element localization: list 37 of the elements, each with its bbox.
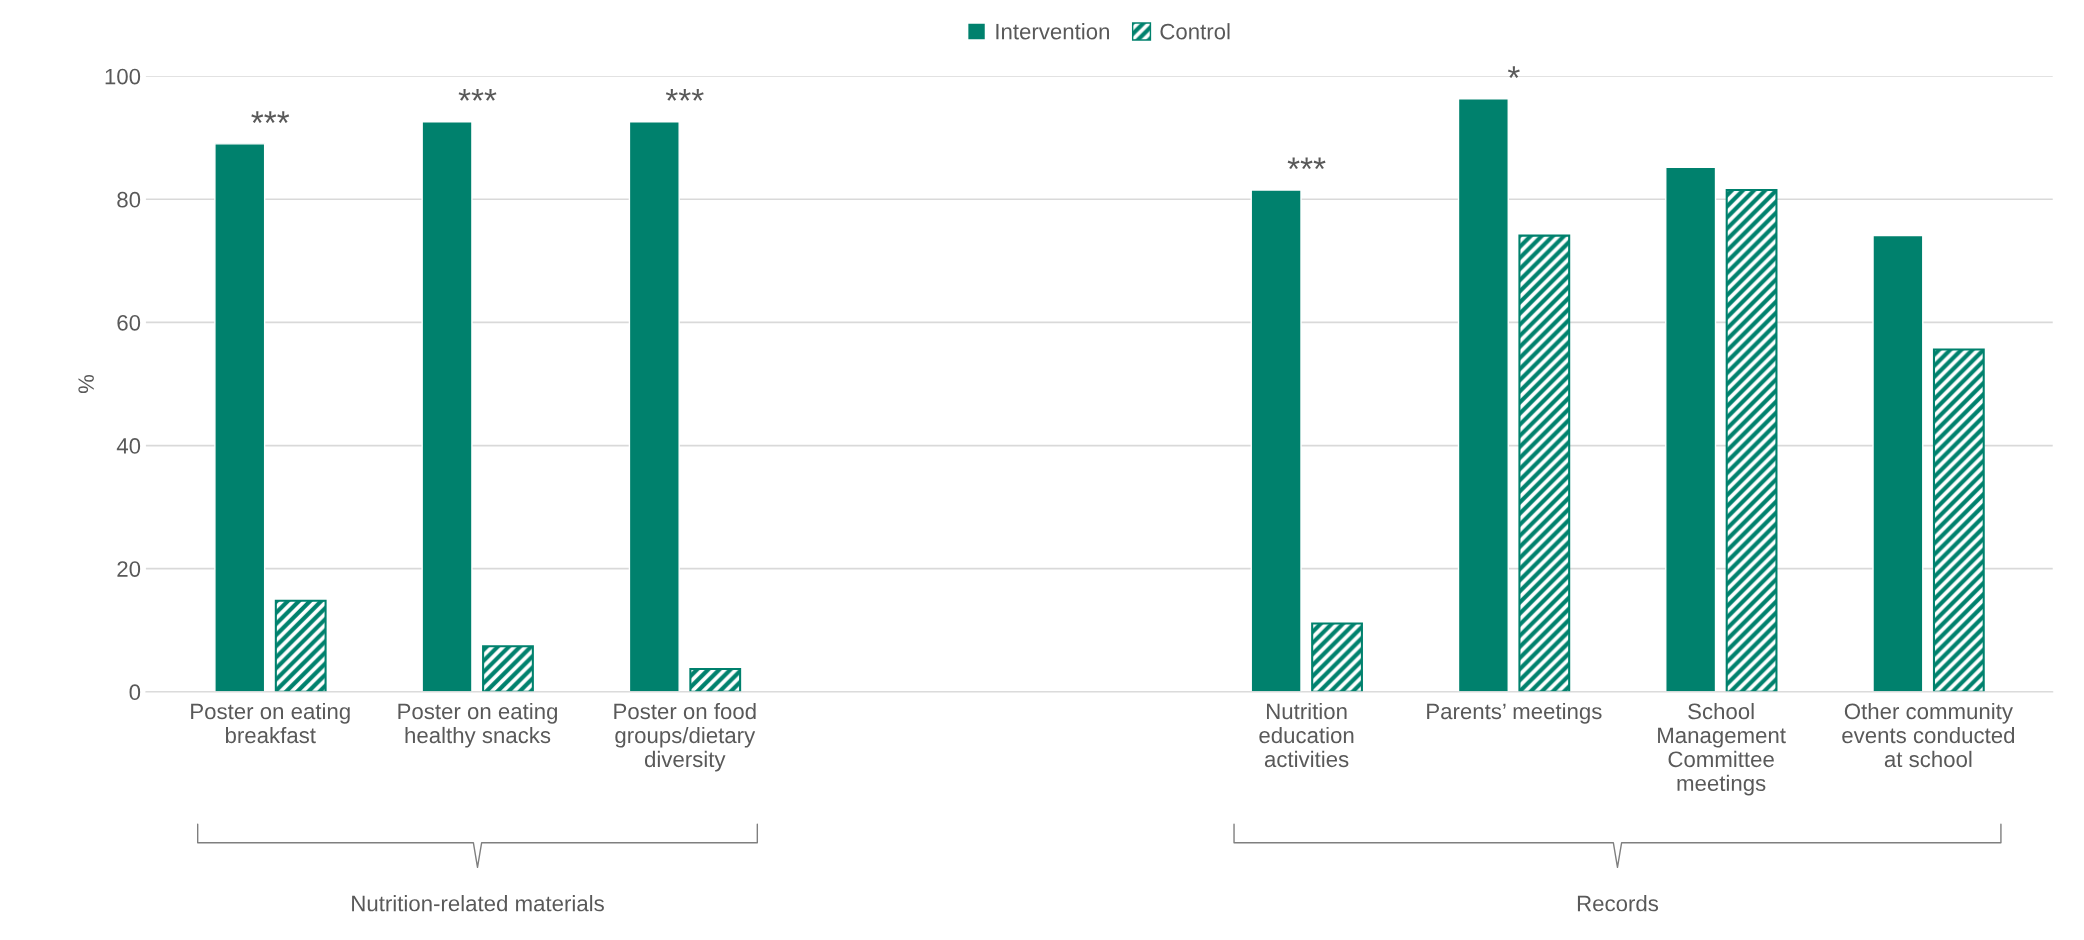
bar	[214, 143, 266, 692]
bar	[1872, 234, 1924, 692]
x-tick-label: Nutrition education activities	[1259, 702, 1354, 768]
x-tick-label: Poster on food groups/dietary diversity	[614, 702, 756, 772]
annotation: ***	[458, 89, 497, 101]
annotation: *	[1507, 66, 1520, 78]
bar	[1932, 348, 1985, 692]
bar	[1311, 622, 1363, 692]
annotation: ***	[665, 89, 704, 101]
text: Nutrition-related materials	[352, 895, 604, 912]
y-tick-label: 0	[129, 684, 141, 701]
annotation: ***	[1287, 157, 1326, 170]
y-tick-label: 100	[105, 68, 141, 85]
bar	[274, 599, 327, 692]
bar	[421, 121, 473, 692]
bar	[628, 121, 680, 692]
bar	[482, 645, 534, 692]
bar	[1665, 166, 1717, 692]
bar	[1250, 189, 1302, 692]
bar	[1725, 189, 1778, 692]
x-tick-label: Parents’ meetings	[1427, 702, 1602, 724]
x-tick-label: Poster on eating breakfast	[191, 702, 350, 744]
legend-label: Intervention	[996, 23, 1110, 40]
y-tick-label: 80	[117, 191, 141, 208]
x-tick-label: Other community events conducted at school	[1842, 702, 2015, 768]
bar	[1457, 98, 1509, 692]
bar	[1518, 234, 1571, 692]
bar	[689, 668, 742, 692]
y-tick-label: 20	[117, 561, 141, 577]
x-tick-label: Poster on eating healthy snacks	[398, 702, 557, 748]
text: Records	[1577, 895, 1659, 912]
legend-label: Control	[1160, 23, 1230, 40]
x-tick-label: School Management Committee meetings	[1658, 702, 1786, 796]
annotation: ***	[251, 111, 290, 123]
y-tick-label: 40	[116, 438, 141, 454]
y-axis-title: %	[78, 374, 94, 394]
y-tick-label: 60	[117, 314, 141, 331]
